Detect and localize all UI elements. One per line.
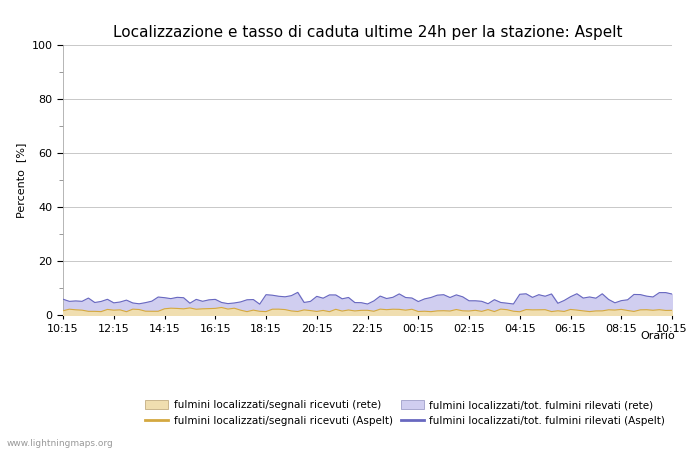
Y-axis label: Percento  [%]: Percento [%] <box>16 142 26 218</box>
Title: Localizzazione e tasso di caduta ultime 24h per la stazione: Aspelt: Localizzazione e tasso di caduta ultime … <box>113 25 622 40</box>
Text: Orario: Orario <box>640 331 676 341</box>
Legend: fulmini localizzati/segnali ricevuti (rete), fulmini localizzati/segnali ricevut: fulmini localizzati/segnali ricevuti (re… <box>141 396 669 430</box>
Text: www.lightningmaps.org: www.lightningmaps.org <box>7 439 113 448</box>
